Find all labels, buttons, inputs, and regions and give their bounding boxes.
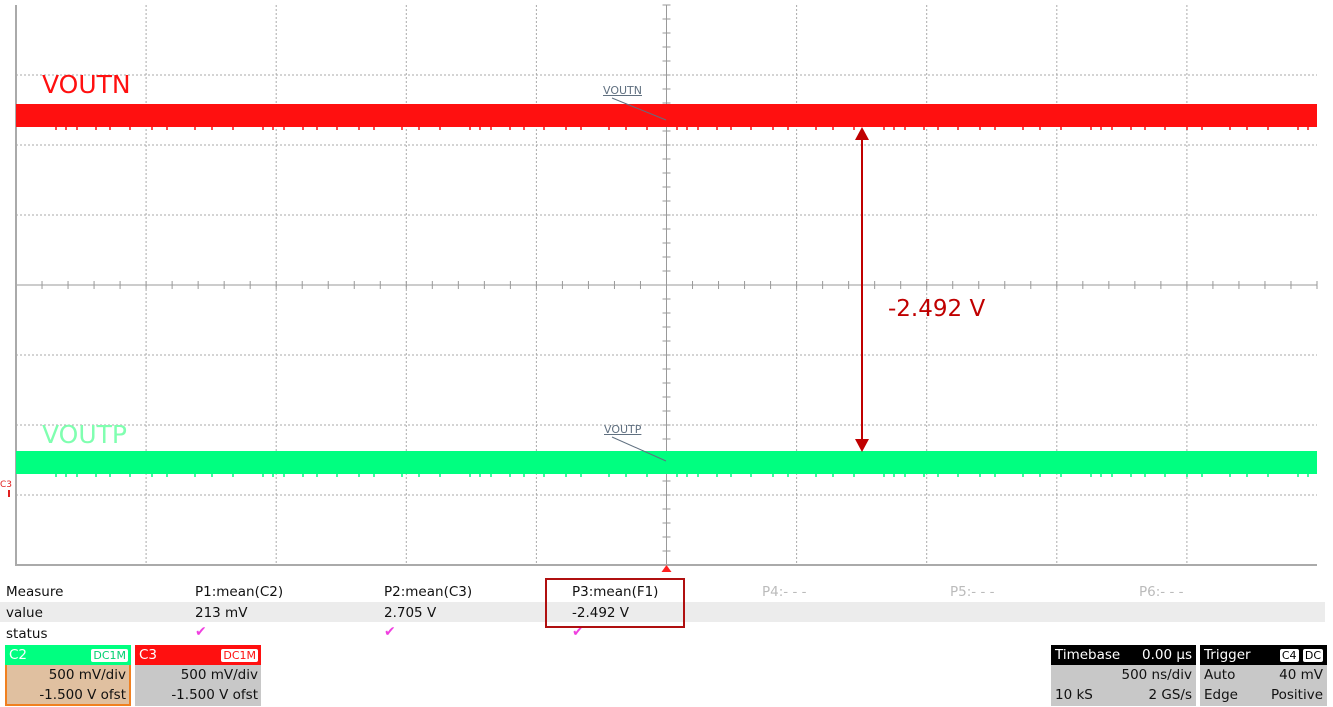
measure-param-3-value: -2.492 V: [572, 605, 630, 621]
measure-param-1-value: 213 mV: [195, 605, 248, 621]
trace-tag-leader: [611, 436, 667, 462]
channel-name: C3: [139, 647, 158, 663]
trigger-source: C4: [1279, 649, 1299, 662]
trace-voutp: [16, 451, 1317, 474]
trace-label-voutp: VOUTP: [42, 420, 127, 449]
trigger-type: Edge: [1204, 687, 1238, 703]
timebase-descriptor[interactable]: Timebase 0.00 µs 500 ns/div 10 kS 2 GS/s: [1051, 645, 1196, 706]
trigger-level: 40 mV: [1279, 667, 1323, 683]
timebase-scale: 500 ns/div: [1121, 667, 1192, 683]
channel-descriptor-c2[interactable]: C2 DC1M 500 mV/div -1.500 V ofst: [5, 645, 131, 706]
trace-voutn: [16, 104, 1317, 127]
channel-offset: -1.500 V ofst: [171, 687, 258, 703]
timebase-title: Timebase: [1055, 647, 1121, 663]
trigger-mode: Auto: [1204, 667, 1236, 683]
measure-param-3-status-check-icon: ✔: [572, 624, 584, 640]
trace-tag-leader: [611, 97, 667, 121]
timebase-rate: 2 GS/s: [1148, 687, 1193, 703]
channel-offset: -1.500 V ofst: [39, 687, 126, 703]
trigger-descriptor[interactable]: Trigger C4 DC Auto 40 mV Edge Positive: [1200, 645, 1327, 706]
measure-param-5-name[interactable]: P5:- - -: [950, 584, 995, 600]
measure-param-3-name[interactable]: P3:mean(F1): [572, 584, 659, 600]
trace-label-voutn: VOUTN: [42, 70, 131, 99]
measure-param-4-name[interactable]: P4:- - -: [762, 584, 807, 600]
channel-descriptor-c3[interactable]: C3 DC1M 500 mV/div -1.500 V ofst: [135, 645, 261, 706]
delta-measurement-label: -2.492 V: [888, 296, 986, 322]
trace-tag-voutn: VOUTN: [603, 84, 642, 97]
trace-tag-voutp: VOUTP: [604, 423, 642, 436]
p3-highlight-box: [545, 578, 685, 628]
measure-param-1-status-check-icon: ✔: [195, 624, 207, 640]
arrow-down-icon: [855, 439, 869, 452]
plot-border: [15, 5, 1317, 566]
coupling-badge: DC1M: [221, 648, 258, 662]
arrow-up-icon: [855, 127, 869, 140]
channel-scale: 500 mV/div: [180, 667, 258, 683]
timebase-delay: 0.00 µs: [1142, 647, 1192, 663]
measure-param-6-name[interactable]: P6:- - -: [1139, 584, 1184, 600]
trigger-slope: Positive: [1270, 687, 1323, 703]
coupling-badge: DC1M: [91, 648, 128, 662]
channel-c3-marker[interactable]: C3: [0, 480, 13, 490]
value-row-label: value: [6, 605, 43, 621]
channel-scale: 500 mV/div: [48, 667, 126, 683]
measure-param-2-name[interactable]: P2:mean(C3): [384, 584, 473, 600]
trigger-coupling: DC: [1302, 649, 1323, 662]
measure-param-1-name[interactable]: P1:mean(C2): [195, 584, 284, 600]
channel-name: C2: [9, 647, 28, 663]
measure-param-2-status-check-icon: ✔: [384, 624, 396, 640]
status-row-label: status: [6, 626, 48, 642]
trigger-title: Trigger: [1204, 647, 1251, 663]
timebase-samples: 10 kS: [1055, 687, 1093, 703]
measure-header-label: Measure: [6, 584, 64, 600]
measure-param-2-value: 2.705 V: [384, 605, 437, 621]
waveform-grid: [8, 4, 1318, 572]
trigger-position-marker: [661, 565, 672, 572]
measure-value-row: [0, 602, 1325, 622]
